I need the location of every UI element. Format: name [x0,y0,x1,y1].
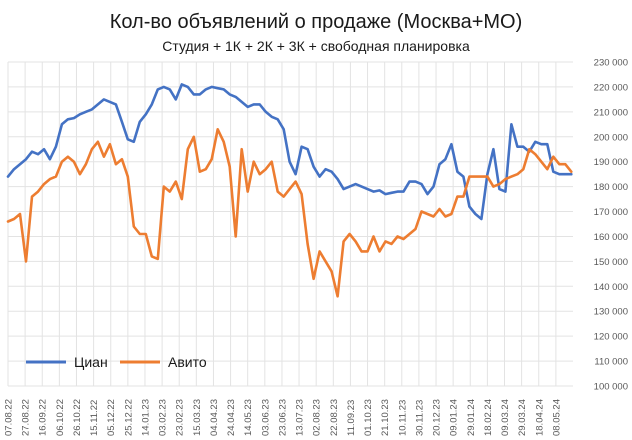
x-tick-label: 27.08.22 [21,399,32,436]
y-tick-label: 180 000 [594,182,628,193]
y-tick-label: 170 000 [594,207,628,218]
x-tick-label: 04.04.23 [209,399,220,436]
x-tick-label: 10.11.23 [397,400,408,436]
x-tick-label: 01.10.23 [363,399,374,436]
legend-label-cian: Циан [74,354,108,370]
x-tick-label: 03.02.23 [158,399,169,436]
x-tick-label: 18.04.24 [534,399,545,436]
y-tick-label: 140 000 [594,282,628,293]
x-tick-label: 25.12.22 [123,399,134,436]
x-tick-label: 16.09.22 [38,399,49,436]
y-tick-label: 160 000 [594,232,628,243]
x-tick-label: 18.02.24 [483,399,494,436]
series-line-avito [6,128,573,298]
x-tick-label: 02.08.23 [312,399,323,436]
x-tick-label: 29.01.24 [466,399,477,436]
legend-label-avito: Авито [168,354,207,370]
x-tick-label: 03.06.23 [260,399,271,436]
y-tick-label: 190 000 [594,157,628,168]
x-tick-label: 06.10.22 [55,399,66,436]
x-axis-tick-labels: 07.08.22 27.08.22 16.09.22 06.10.22 26.10.22… [4,399,563,436]
x-tick-label: 11.09.23 [346,400,357,436]
legend: Циан Авито [26,354,207,370]
y-tick-label: 100 000 [594,382,628,393]
x-tick-label: 15.03.23 [192,399,203,436]
series-line-cian [6,83,573,221]
y-tick-label: 200 000 [594,132,628,143]
y-tick-label: 110 000 [594,357,628,368]
x-tick-label: 23.06.23 [277,399,288,436]
y-tick-label: 230 000 [594,58,628,69]
y-tick-label: 130 000 [594,307,628,318]
x-tick-label: 05.12.22 [106,399,117,436]
y-tick-label: 210 000 [594,107,628,118]
x-tick-label: 15.11.22 [89,400,100,436]
x-tick-label: 14.01.23 [140,399,151,436]
x-tick-label: 26.10.22 [72,399,83,436]
x-tick-label: 14.05.23 [243,399,254,436]
x-tick-label: 09.03.24 [500,399,511,436]
x-tick-label: 24.04.23 [226,399,237,436]
x-tick-label: 09.01.24 [449,399,460,436]
x-tick-label: 23.02.23 [175,399,186,436]
y-tick-label: 150 000 [594,257,628,268]
x-tick-label: 21.10.23 [380,399,391,436]
chart-title: Кол-во объявлений о продаже (Москва+МО) [110,11,523,33]
x-tick-label: 07.08.22 [4,399,15,436]
x-tick-label: 08.05.24 [551,399,562,436]
series-lines [6,83,573,298]
x-tick-label: 29.03.24 [517,399,528,436]
y-tick-label: 220 000 [594,82,628,93]
y-axis-tick-labels: 100 000 110 000 120 000 130 000 140 000 150 0… [594,58,628,393]
x-tick-label: 22.08.23 [329,399,340,436]
y-tick-label: 120 000 [594,332,628,343]
x-tick-label: 20.12.23 [432,399,443,436]
x-tick-label: 13.07.23 [295,399,306,436]
chart-subtitle: Студия + 1К + 2К + 3К + свободная планир… [162,38,470,54]
x-tick-label: 30.11.23 [414,400,425,436]
gridlines [7,61,573,387]
